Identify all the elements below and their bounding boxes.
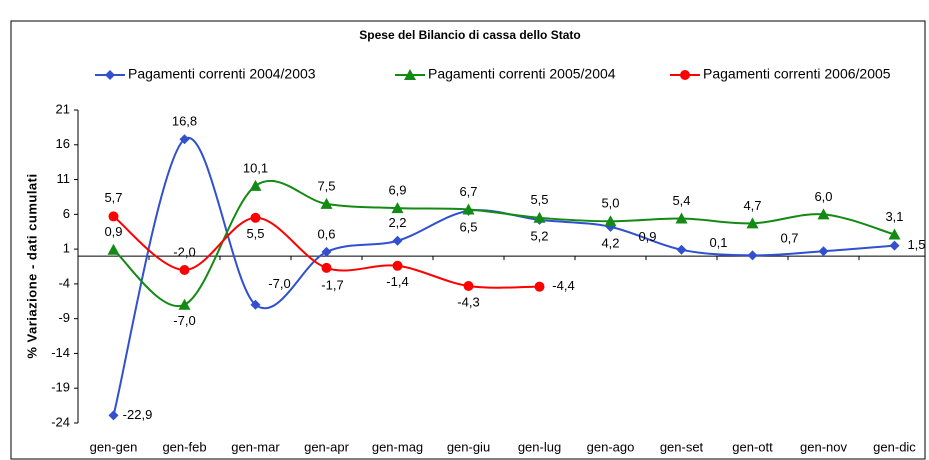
y-tick-label: -19 xyxy=(51,380,70,395)
data-point xyxy=(321,262,332,273)
data-label: -4,4 xyxy=(552,278,574,293)
data-label: -22,9 xyxy=(123,407,153,422)
data-label: 16,8 xyxy=(172,114,197,129)
data-label: 5,5 xyxy=(530,192,548,207)
x-tick-label: gen-ago xyxy=(587,439,635,454)
legend-marker xyxy=(105,70,115,80)
legend-label: Pagamenti correnti 2005/2004 xyxy=(428,66,616,82)
data-label: 6,5 xyxy=(459,219,477,234)
y-tick-label: 11 xyxy=(57,171,71,186)
x-tick-label: gen-lug xyxy=(518,439,561,454)
data-label: -2,0 xyxy=(173,244,195,259)
data-label: 5,0 xyxy=(601,196,619,211)
data-point xyxy=(463,280,474,291)
data-label: 5,4 xyxy=(672,193,690,208)
data-point xyxy=(534,281,545,292)
data-point xyxy=(817,208,830,220)
data-point xyxy=(250,212,261,223)
legend-marker xyxy=(680,70,690,80)
legend-marker xyxy=(404,69,416,80)
data-label: -1,4 xyxy=(386,274,408,289)
data-label: 2,2 xyxy=(388,215,406,230)
data-point xyxy=(107,243,120,255)
data-label: 1,5 xyxy=(907,237,925,252)
data-label: 0,6 xyxy=(317,226,335,241)
y-tick-label: -24 xyxy=(51,414,70,429)
y-tick-label: 6 xyxy=(63,206,70,221)
data-label: 3,1 xyxy=(885,209,903,224)
data-label: 0,9 xyxy=(104,224,122,239)
x-tick-label: gen-giu xyxy=(447,439,490,454)
y-tick-label: 21 xyxy=(56,101,70,116)
y-tick-label: -4 xyxy=(58,275,70,290)
data-label: 10,1 xyxy=(243,160,268,175)
data-point xyxy=(676,244,687,255)
data-point xyxy=(888,228,901,240)
data-point xyxy=(675,212,688,224)
data-label: 0,7 xyxy=(780,231,798,246)
x-tick-label: gen-nov xyxy=(800,439,847,454)
legend-label: Pagamenti correnti 2006/2005 xyxy=(703,66,891,82)
x-tick-label: gen-ott xyxy=(732,439,773,454)
data-point xyxy=(179,134,190,145)
data-label: 0,1 xyxy=(709,235,727,250)
y-axis-label: % Variazione - dati cumulati xyxy=(24,173,39,358)
y-tick-label: -14 xyxy=(51,345,70,360)
data-point xyxy=(249,179,262,191)
data-label: 0,9 xyxy=(638,229,656,244)
data-point xyxy=(320,197,333,209)
y-tick-label: 1 xyxy=(63,241,70,256)
x-tick-label: gen-feb xyxy=(162,439,206,454)
data-point xyxy=(604,215,617,227)
data-label: 7,5 xyxy=(317,178,335,193)
data-label: 6,9 xyxy=(388,183,406,198)
data-label: 4,2 xyxy=(601,235,619,250)
x-tick-label: gen-mar xyxy=(231,439,280,454)
data-point xyxy=(746,217,759,229)
data-label: 5,7 xyxy=(104,190,122,205)
data-label: -7,0 xyxy=(173,313,195,328)
data-label: 6,7 xyxy=(459,184,477,199)
data-point xyxy=(533,211,546,223)
data-point xyxy=(392,260,403,271)
data-point xyxy=(747,250,758,261)
data-label: 6,0 xyxy=(814,189,832,204)
chart-frame xyxy=(10,20,926,460)
data-label: -4,3 xyxy=(457,294,479,309)
x-tick-label: gen-dic xyxy=(873,439,916,454)
data-point xyxy=(889,240,900,251)
data-point xyxy=(108,410,119,421)
x-tick-label: gen-gen xyxy=(90,439,138,454)
data-label: 4,7 xyxy=(743,198,761,213)
data-label: 5,5 xyxy=(246,226,264,241)
data-point xyxy=(321,246,332,257)
chart-title: Spese del Bilancio di cassa dello Stato xyxy=(359,28,580,42)
legend-label: Pagamenti correnti 2004/2003 xyxy=(128,66,316,82)
data-label: -1,7 xyxy=(321,277,343,292)
y-tick-label: -9 xyxy=(58,310,70,325)
data-label: -7,0 xyxy=(268,276,290,291)
data-point xyxy=(818,246,829,257)
x-tick-label: gen-set xyxy=(660,439,704,454)
x-tick-label: gen-mag xyxy=(372,439,423,454)
data-point xyxy=(392,235,403,246)
y-tick-label: 16 xyxy=(56,136,70,151)
x-tick-label: gen-apr xyxy=(304,439,349,454)
data-point xyxy=(250,299,261,310)
data-point xyxy=(462,203,475,215)
data-point xyxy=(391,202,404,214)
data-point xyxy=(108,211,119,222)
data-label: 5,2 xyxy=(530,228,548,243)
data-point xyxy=(179,264,190,275)
data-point xyxy=(178,298,191,310)
